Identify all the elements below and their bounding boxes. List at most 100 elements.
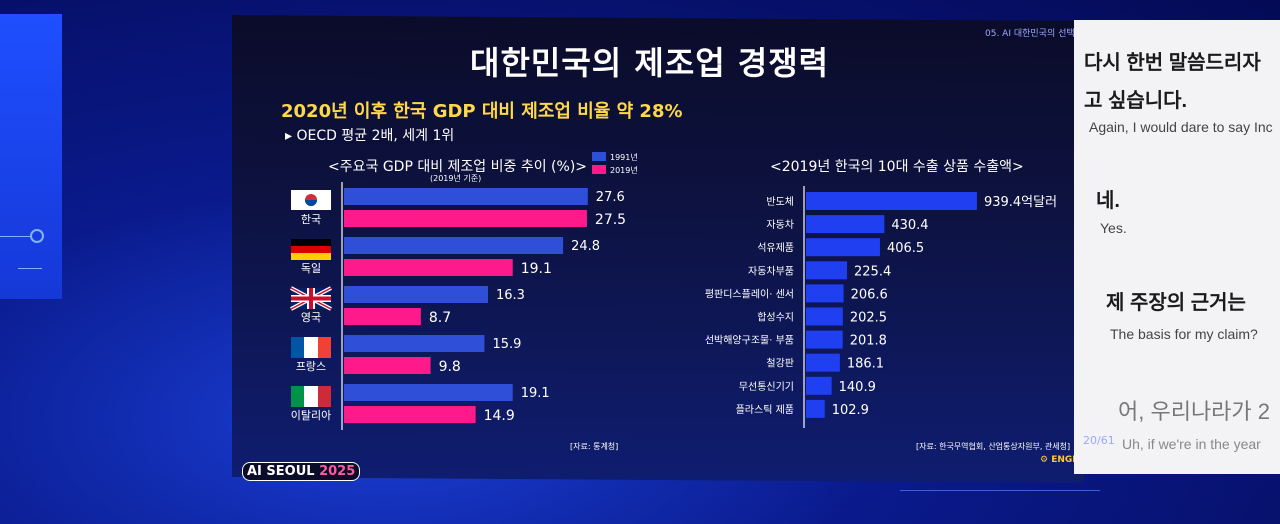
- italy-flag-icon: [304, 386, 318, 407]
- transcript-line-ko: 다시 한번 말씀드리자: [1084, 52, 1261, 74]
- left-chart-value-label: 19.1: [521, 386, 550, 401]
- left-chart-value-label: 24.8: [571, 239, 600, 254]
- transcript-line-en: Yes.: [1100, 220, 1127, 236]
- left-screen-panel: [0, 14, 62, 299]
- right-chart-bar: [806, 307, 843, 326]
- left-chart-source: [자료: 통계청]: [570, 442, 619, 451]
- legend-swatch-2019: [592, 165, 606, 174]
- left-chart-category-label: 영국: [301, 311, 321, 324]
- right-chart-category-label: 합성수지: [757, 312, 794, 324]
- korea-flag-icon: [305, 200, 317, 206]
- gear-icon: ⚙: [1040, 455, 1052, 465]
- transcript-line-ko: 고 싶습니다.: [1084, 90, 1188, 112]
- ai-seoul-logo: AI SEOUL 2025: [242, 462, 361, 481]
- left-chart-value-label: 16.3: [496, 288, 525, 303]
- right-chart-bar: [806, 330, 843, 349]
- france-flag-icon: [291, 337, 304, 358]
- germany-flag-icon: [291, 253, 331, 260]
- left-chart-bar: [344, 237, 564, 254]
- italy-flag-icon: [291, 386, 304, 407]
- left-chart-bar: [344, 406, 476, 423]
- left-chart-bar: [344, 384, 513, 401]
- left-chart-value-label: 14.9: [484, 408, 515, 424]
- right-chart-value-label: 102.9: [832, 403, 869, 418]
- right-chart-value-label: 202.5: [850, 311, 887, 326]
- left-chart-value-label: 9.8: [439, 359, 461, 375]
- transcript-sidebar: 다시 한번 말씀드리자 고 싶습니다. Again, I would dare …: [1074, 20, 1280, 474]
- decor-line: [900, 490, 1100, 491]
- triangle-bullet-icon: ▸: [285, 128, 297, 144]
- right-chart-value-label: 201.8: [850, 334, 887, 349]
- right-chart-bar: [806, 215, 885, 234]
- left-chart-category-label: 프랑스: [296, 360, 326, 373]
- right-chart-bar: [806, 192, 977, 210]
- decor-circle-icon: [30, 229, 44, 243]
- right-chart-category-label: 반도체: [766, 196, 794, 208]
- left-chart-value-label: 27.6: [596, 190, 625, 205]
- right-chart-bar: [806, 261, 848, 280]
- left-chart-category-label: 이탈리아: [291, 409, 331, 422]
- italy-flag-icon: [318, 386, 331, 407]
- transcript-line-en: Again, I would dare to say Inc: [1089, 119, 1273, 135]
- slide-bullet: ▸ OECD 평균 2배, 세계 1위: [285, 125, 454, 145]
- left-chart-bar: [344, 286, 488, 303]
- right-chart-category-label: 무선통신기기: [739, 381, 794, 393]
- left-chart-bar: [344, 308, 421, 325]
- left-chart-value-label: 15.9: [492, 337, 521, 352]
- slide-title: 대한민국의 제조업 경쟁력: [470, 44, 830, 82]
- right-chart-source: [자료: 한국무역협회, 산업통상자원부, 관세청]: [916, 442, 1071, 451]
- transcript-line-en: The basis for my claim?: [1110, 326, 1258, 342]
- legend-label-2019: 2019년: [610, 166, 638, 175]
- left-chart-subtitle: (2019년 기준): [430, 174, 482, 183]
- france-flag-icon: [304, 337, 318, 358]
- right-chart-value-label: 939.4억달러: [984, 195, 1057, 210]
- right-chart-value-label: 406.5: [887, 241, 924, 256]
- bullet-text: OECD 평균 2배, 세계 1위: [296, 128, 455, 144]
- left-chart-title: <주요국 GDP 대비 제조업 비중 추이 (%)>: [328, 159, 588, 175]
- france-flag-icon: [318, 337, 331, 358]
- right-chart-bar: [806, 238, 880, 257]
- right-chart-category-label: 플라스틱 제품: [736, 404, 794, 416]
- uk-flag-icon: [291, 296, 331, 301]
- slide-section-header: 05. AI 대한민국의 선택: [985, 29, 1075, 39]
- right-chart-value-label: 225.4: [854, 264, 891, 279]
- right-chart-value-label: 206.6: [851, 287, 888, 302]
- left-chart-bar: [344, 188, 588, 205]
- right-chart-value-label: 430.4: [891, 218, 928, 233]
- left-chart-category-label: 독일: [301, 261, 321, 275]
- right-chart-bar: [806, 376, 832, 395]
- right-chart-category-label: 석유제품: [757, 242, 794, 254]
- logo-year: 2025: [319, 464, 356, 479]
- left-chart-bar: [344, 210, 587, 227]
- right-chart-value-label: 186.1: [847, 357, 884, 372]
- right-chart-bar: [806, 284, 844, 303]
- right-chart-category-label: 자동차부품: [748, 265, 794, 277]
- transcript-line-en: Uh, if we're in the year: [1122, 436, 1261, 452]
- right-chart-category-label: 선박해양구조물· 부품: [705, 334, 794, 347]
- legend-swatch-1991: [592, 152, 606, 161]
- germany-flag-icon: [291, 246, 331, 253]
- right-chart-bar: [806, 353, 840, 372]
- germany-flag-icon: [291, 239, 331, 246]
- transcript-line-ko: 제 주장의 근거는: [1106, 292, 1246, 314]
- left-chart-value-label: 27.5: [595, 212, 626, 228]
- right-chart-value-label: 140.9: [839, 380, 876, 395]
- logo-text: AI SEOUL: [247, 464, 320, 479]
- legend-label-1991: 1991년: [610, 153, 638, 162]
- right-chart-category-label: 철강판: [766, 358, 794, 370]
- right-chart-title: <2019년 한국의 10대 수출 상품 수출액>: [770, 159, 1024, 175]
- page-number: 20/61: [1083, 434, 1115, 447]
- left-chart-value-label: 8.7: [429, 310, 451, 326]
- left-chart-bar: [344, 357, 431, 374]
- decor-line: [18, 268, 42, 269]
- left-chart-bar: [344, 335, 485, 352]
- transcript-line-ko: 네.: [1096, 190, 1120, 212]
- left-chart-bar: [344, 259, 513, 276]
- decor-line: [0, 236, 30, 237]
- transcript-line-ko: 어, 우리나라가 2: [1118, 399, 1271, 424]
- right-chart-category-label: 자동차: [766, 219, 794, 231]
- left-chart-category-label: 한국: [301, 213, 321, 226]
- left-chart-value-label: 19.1: [521, 261, 552, 277]
- right-chart-category-label: 평판디스플레이· 센서: [705, 288, 794, 300]
